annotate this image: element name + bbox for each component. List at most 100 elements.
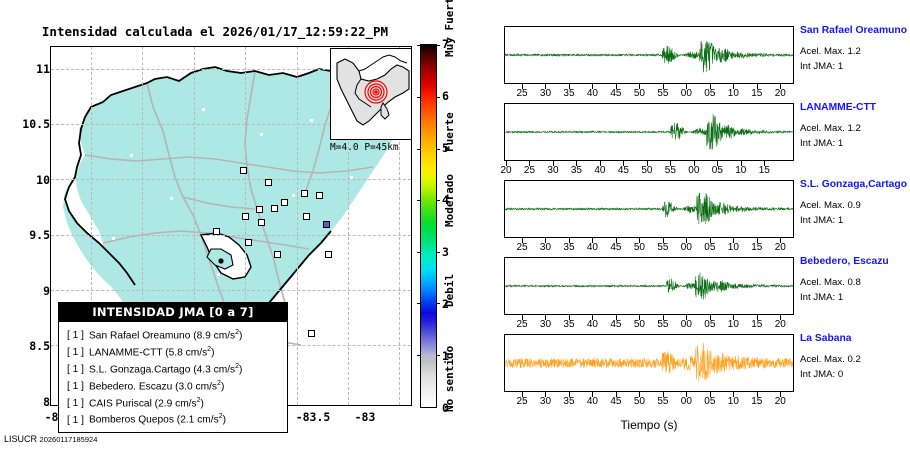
station-marker[interactable] bbox=[324, 251, 332, 259]
station-marker[interactable] bbox=[241, 213, 249, 221]
station-marker[interactable] bbox=[315, 191, 323, 199]
axis-tick-label: 40 bbox=[586, 88, 598, 99]
axis-tick-label: 35 bbox=[563, 319, 575, 330]
station-marker[interactable] bbox=[270, 204, 278, 212]
legend-unit: cm/s bbox=[175, 397, 197, 409]
legend-station: San Rafael Oreamuno bbox=[89, 330, 191, 342]
axis-tick-label: 55 bbox=[657, 242, 669, 253]
axis-tick-mark bbox=[756, 84, 758, 89]
seismogram-time-axis: 25 30 35 40 45 50 55 00 05 10 15 20 bbox=[504, 392, 794, 408]
station-marker-selected[interactable] bbox=[322, 220, 330, 228]
map-y-tick: 9 bbox=[43, 284, 50, 298]
axis-tick-mark bbox=[599, 161, 601, 166]
map-gridline-h bbox=[51, 179, 411, 181]
axis-tick-mark bbox=[686, 392, 688, 397]
seismogram-jma-intensity: Int JMA: 1 bbox=[800, 61, 844, 72]
legend-title: INTENSIDAD JMA [0 a 7] bbox=[59, 303, 287, 322]
station-marker[interactable] bbox=[213, 227, 220, 235]
colorbar-tick-label: 5 bbox=[442, 141, 449, 155]
legend-count: [ 1 ] bbox=[67, 364, 84, 376]
axis-tick-mark bbox=[615, 315, 617, 320]
legend-count: [ 1 ] bbox=[67, 330, 84, 342]
seismogram-jma-intensity: Int JMA: 0 bbox=[800, 369, 844, 380]
axis-tick-label: 50 bbox=[633, 396, 645, 407]
station-marker[interactable] bbox=[303, 213, 310, 221]
legend-unit: cm/s bbox=[213, 364, 236, 376]
legend-station: Bebedero. Escazu bbox=[89, 381, 173, 393]
axis-tick-label: 10 bbox=[727, 88, 739, 99]
axis-tick-mark bbox=[780, 392, 782, 397]
legend-count: [ 1 ] bbox=[67, 347, 84, 359]
station-marker[interactable] bbox=[281, 199, 289, 207]
axis-tick-mark bbox=[545, 315, 547, 320]
map-y-tick: 9.5 bbox=[29, 228, 50, 242]
axis-tick-mark bbox=[529, 161, 531, 166]
seismogram-panel[interactable] bbox=[504, 103, 794, 161]
seismogram-jma-intensity: Int JMA: 1 bbox=[800, 215, 844, 226]
map-y-tick: 10 bbox=[36, 173, 50, 187]
axis-tick-mark bbox=[709, 392, 711, 397]
map-y-tick: 10.5 bbox=[22, 117, 50, 131]
seismogram-panel[interactable] bbox=[504, 180, 794, 238]
colorbar-category-label: Debil bbox=[443, 273, 456, 307]
axis-tick-label: 50 bbox=[633, 242, 645, 253]
seismogram-station-name[interactable]: LANAMME-CTT bbox=[800, 102, 877, 113]
axis-tick-mark bbox=[709, 238, 711, 243]
station-marker[interactable] bbox=[245, 238, 253, 246]
seismogram-panel[interactable] bbox=[504, 26, 794, 84]
map-gridline-h bbox=[51, 124, 411, 126]
axis-tick-label: 25 bbox=[516, 396, 528, 407]
axis-tick-label: 05 bbox=[704, 88, 716, 99]
legend-row: [ 1 ] S.L. Gonzaga.Cartago (4.3 cm/s2) bbox=[67, 362, 243, 376]
seismogram-station-name[interactable]: Bebedero, Escazu bbox=[800, 256, 889, 267]
legend-count: [ 1 ] bbox=[67, 414, 84, 426]
station-marker[interactable] bbox=[274, 251, 282, 259]
axis-tick-label: 40 bbox=[586, 319, 598, 330]
axis-tick-mark bbox=[780, 238, 782, 243]
axis-tick-mark bbox=[568, 84, 570, 89]
axis-tick-mark bbox=[623, 161, 625, 166]
axis-tick-mark bbox=[615, 392, 617, 397]
axis-tick-label: 20 bbox=[774, 319, 786, 330]
axis-tick-label: 55 bbox=[657, 88, 669, 99]
axis-tick-label: 05 bbox=[704, 396, 716, 407]
map-y-tick: 8 bbox=[43, 395, 50, 409]
axis-tick-label: 35 bbox=[570, 165, 582, 176]
station-marker[interactable] bbox=[308, 329, 316, 337]
axis-tick-mark bbox=[709, 84, 711, 89]
seismogram-station-name[interactable]: S.L. Gonzaga,Cartago bbox=[800, 179, 907, 190]
axis-tick-label: 00 bbox=[680, 319, 692, 330]
axis-tick-mark bbox=[592, 392, 594, 397]
colorbar-tick-label: 1 bbox=[442, 349, 449, 363]
seismogram-station-name[interactable]: La Sabana bbox=[800, 333, 852, 344]
axis-tick-mark bbox=[568, 238, 570, 243]
station-marker[interactable] bbox=[240, 166, 247, 174]
legend-accel: 2.1 bbox=[180, 414, 195, 426]
axis-tick-mark bbox=[522, 392, 523, 397]
axis-tick-mark bbox=[639, 315, 641, 320]
axis-tick-label: 20 bbox=[774, 396, 786, 407]
station-marker[interactable] bbox=[301, 190, 309, 198]
seismogram-panel[interactable] bbox=[504, 334, 794, 392]
seismogram-peak-acceleration: Acel. Max. 0.8 bbox=[800, 277, 861, 288]
seismogram-panel[interactable] bbox=[504, 257, 794, 315]
axis-tick-label: 55 bbox=[664, 165, 676, 176]
legend-row: [ 1 ] LANAMME-CTT (5.8 cm/s2) bbox=[67, 345, 215, 359]
axis-tick-mark bbox=[615, 238, 617, 243]
seismogram-time-axis: 25 30 35 40 45 50 55 00 05 10 15 20 bbox=[504, 238, 794, 254]
seismogram-station-name[interactable]: San Rafael Oreamuno bbox=[800, 25, 908, 36]
station-marker[interactable] bbox=[265, 179, 273, 187]
station-marker[interactable] bbox=[258, 218, 265, 226]
axis-tick-label: 25 bbox=[516, 88, 528, 99]
legend-unit: cm/s bbox=[185, 347, 208, 359]
map-gridline-h bbox=[51, 289, 411, 291]
station-marker[interactable] bbox=[256, 206, 264, 214]
location-inset-map[interactable] bbox=[330, 48, 412, 140]
axis-tick-label: 45 bbox=[610, 319, 622, 330]
axis-tick-mark bbox=[639, 84, 641, 89]
axis-tick-mark bbox=[522, 238, 523, 243]
colorbar-tick-label: 3 bbox=[442, 245, 449, 259]
time-axis-label: Tiempo (s) bbox=[620, 418, 678, 432]
map-gridline-v bbox=[348, 47, 349, 405]
legend-station: CAIS Puriscal bbox=[89, 397, 152, 409]
